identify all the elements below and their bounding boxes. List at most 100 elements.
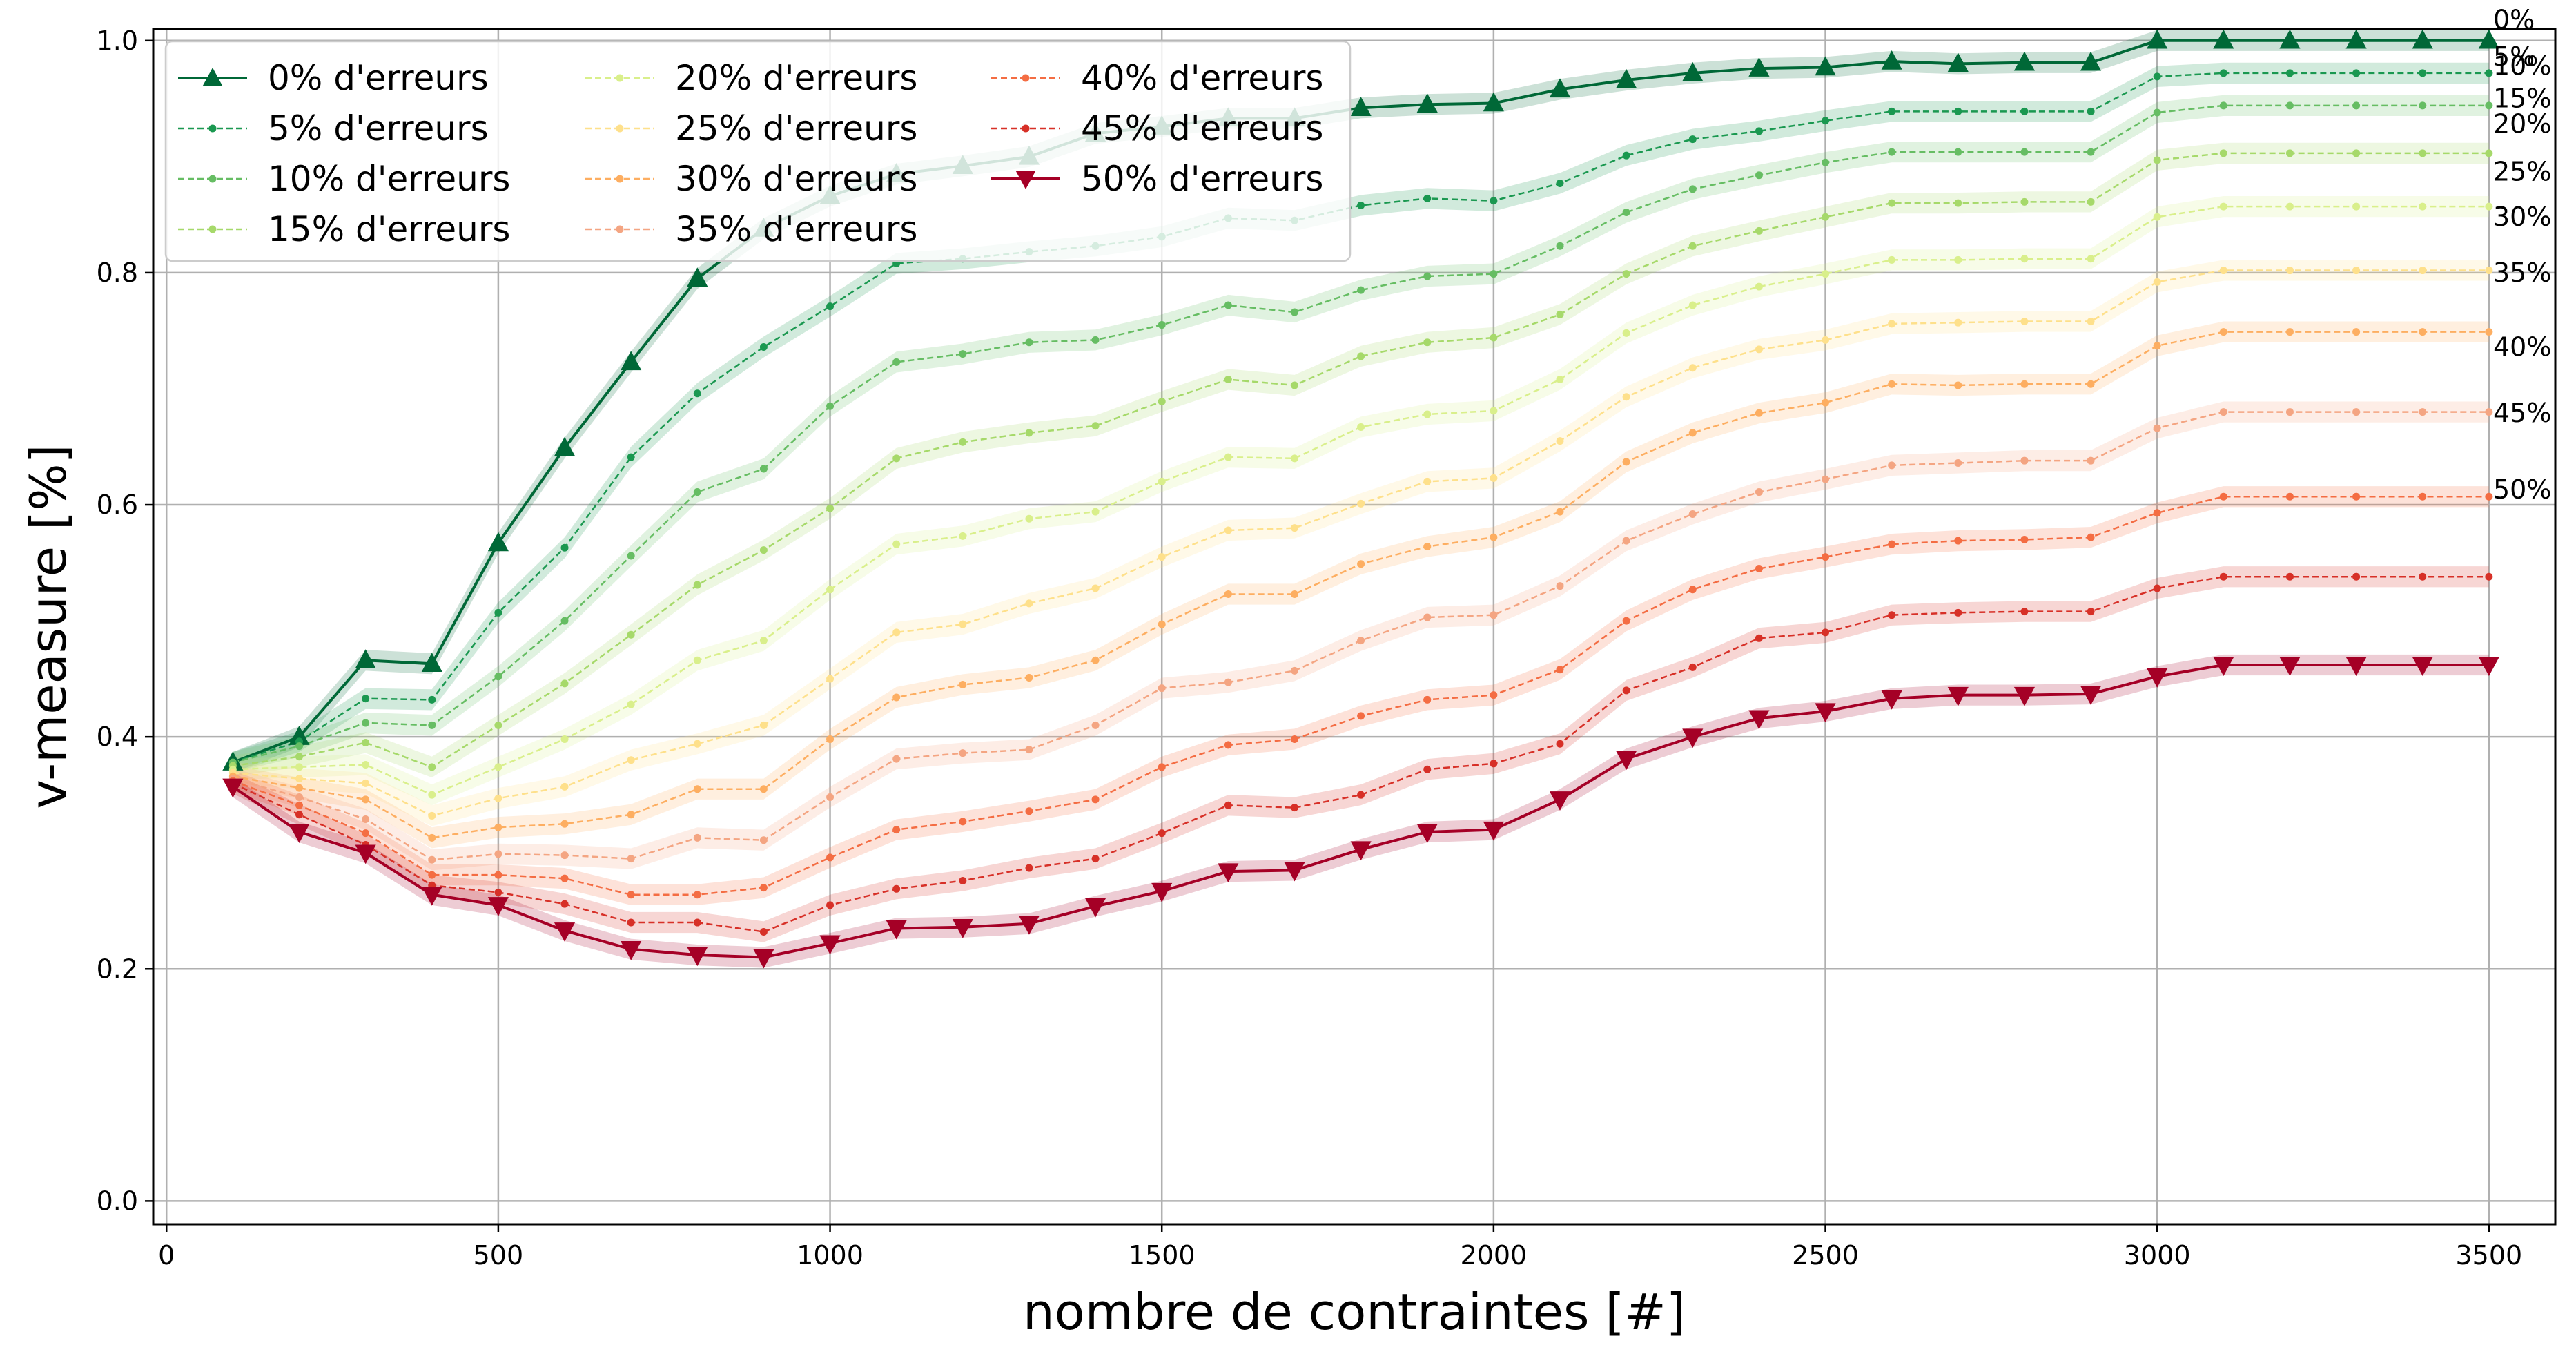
point-35pct (2352, 408, 2361, 416)
point-40pct (2087, 533, 2095, 541)
end-label-0pct: 0% (2493, 4, 2535, 35)
point-0pct (2345, 29, 2367, 49)
point-15pct (627, 630, 635, 639)
point-50pct (1084, 898, 1106, 918)
point-45pct (1822, 628, 1830, 637)
point-40pct (1688, 586, 1697, 594)
end-label-35pct: 35% (2493, 258, 2551, 288)
point-20pct (892, 540, 901, 548)
x-tick-label: 3000 (2124, 1240, 2191, 1270)
point-50pct (1682, 728, 1704, 748)
point-15pct (1954, 199, 1962, 207)
point-30pct (2419, 328, 2427, 336)
point-30pct (1888, 380, 1896, 388)
y-tick-label: 0.4 (97, 722, 138, 752)
point-10pct (2285, 102, 2294, 110)
point-40pct (1490, 691, 1498, 699)
point-15pct (560, 679, 569, 688)
point-30pct (1755, 409, 1763, 417)
point-25pct (560, 782, 569, 791)
point-25pct (892, 628, 901, 637)
point-35pct (1755, 488, 1763, 496)
point-5pct (2419, 69, 2427, 77)
point-40pct (2020, 535, 2029, 543)
point-35pct (1224, 678, 1232, 686)
point-10pct (1357, 286, 1365, 294)
point-25pct (2153, 278, 2161, 286)
point-50pct (554, 922, 576, 942)
point-15pct (2419, 149, 2427, 157)
point-40pct (1423, 695, 1432, 704)
end-label-25pct: 25% (2493, 157, 2551, 187)
point-20pct (959, 532, 967, 540)
point-25pct (1423, 477, 1432, 485)
point-45pct (2020, 608, 2029, 616)
point-10pct (2419, 102, 2427, 110)
legend: 0% d'erreurs 5% d'erreurs 10% d'erreurs 15%… (164, 40, 1352, 262)
point-25pct (1158, 553, 1166, 561)
legend-entry: 40% d'erreurs (991, 58, 1323, 98)
point-10pct (362, 719, 370, 727)
point-35pct (362, 815, 370, 823)
point-20pct (759, 637, 768, 645)
point-50pct (355, 844, 376, 864)
point-0pct (2080, 51, 2102, 71)
point-0pct (687, 267, 708, 287)
point-50pct (421, 886, 442, 906)
point-35pct (2153, 424, 2161, 432)
point-10pct (1888, 148, 1896, 156)
point-40pct (1556, 666, 1564, 674)
point-30pct (2020, 380, 2029, 388)
point-15pct (1888, 199, 1896, 207)
point-30pct (1490, 533, 1498, 541)
point-35pct (494, 850, 502, 858)
x-tick-label: 2000 (1461, 1240, 1528, 1270)
point-10pct (1556, 242, 1564, 250)
point-10pct (1490, 270, 1498, 278)
point-40pct (560, 874, 569, 882)
point-15pct (1091, 422, 1100, 430)
point-30pct (1158, 620, 1166, 628)
point-30pct (295, 784, 303, 792)
legend-label: 40% d'erreurs (1081, 58, 1323, 98)
point-5pct (1490, 197, 1498, 205)
point-25pct (2419, 267, 2427, 275)
legend-label: 45% d'erreurs (1081, 108, 1323, 148)
end-label-15pct: 15% (2493, 84, 2551, 114)
point-5pct (826, 302, 835, 311)
point-15pct (2087, 197, 2095, 206)
point-30pct (1822, 398, 1830, 407)
point-45pct (2419, 572, 2427, 581)
point-15pct (693, 581, 701, 589)
x-tick-label: 0 (158, 1240, 175, 1270)
point-50pct (1218, 863, 1239, 883)
point-20pct (1954, 255, 1962, 264)
point-20pct (1490, 407, 1498, 415)
point-10pct (892, 358, 901, 366)
legend-marker (208, 225, 217, 233)
point-15pct (428, 763, 436, 771)
point-40pct (959, 818, 967, 826)
point-15pct (2352, 149, 2361, 157)
legend-entry: 30% d'erreurs (585, 159, 917, 199)
point-50pct (2080, 686, 2102, 706)
point-20pct (1423, 410, 1432, 418)
legend-label: 15% d'erreurs (268, 209, 510, 249)
point-15pct (2285, 149, 2294, 157)
point-50pct (1416, 824, 1438, 844)
point-50pct (2412, 657, 2433, 677)
point-15pct (959, 438, 967, 446)
point-30pct (892, 693, 901, 702)
point-35pct (693, 833, 701, 842)
point-0pct (554, 436, 576, 456)
legend-entry: 20% d'erreurs (585, 58, 917, 98)
point-5pct (1622, 151, 1630, 160)
end-label-50pct: 50% (2493, 474, 2551, 505)
point-20pct (1224, 453, 1232, 461)
point-50pct (1549, 791, 1571, 811)
legend-marker (1022, 124, 1030, 133)
point-20pct (494, 763, 502, 771)
point-25pct (362, 779, 370, 787)
end-label-20pct: 20% (2493, 109, 2551, 139)
legend-marker (616, 225, 624, 233)
